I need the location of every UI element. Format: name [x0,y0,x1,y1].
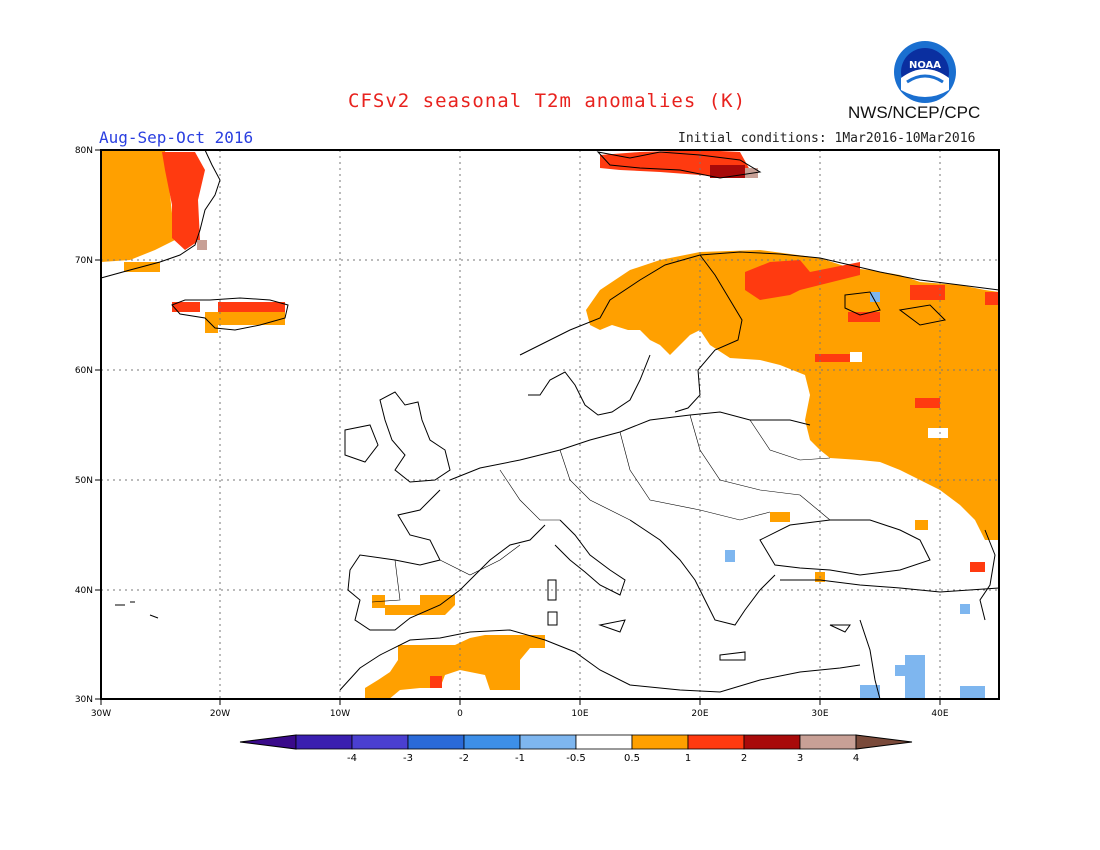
colorbar-label: -3 [403,753,413,764]
lat-label-80n: 80N [75,146,93,156]
lon-label-30e: 30E [811,709,828,719]
country-borders [371,414,831,603]
lat-label-70n: 70N [75,256,93,266]
lon-label-30w: 30W [91,709,111,719]
colorbar-swatch [351,734,409,750]
colorbar-swatch [463,734,521,750]
colorbar-swatch [631,734,689,750]
colorbar-label: -4 [347,753,357,764]
colorbar-high-arrow [855,734,913,750]
noaa-logo: NOAA [894,41,956,103]
map-gridlines [101,150,999,699]
colorbar-label: 4 [853,753,859,764]
anomaly-fills-warm [101,150,999,700]
colorbar-swatch [407,734,465,750]
colorbar-swatch [743,734,801,750]
initial-conditions: Initial conditions: 1Mar2016-10Mar2016 [678,131,976,146]
noaa-logo-text: NOAA [909,60,941,71]
lat-label-30n: 30N [75,695,93,705]
anomaly-fills-rose [197,168,758,250]
organization-label: NWS/NCEP/CPC [848,103,981,122]
map-frame [100,149,1000,700]
lon-label-40e: 40E [931,709,948,719]
lat-label-40n: 40N [75,586,93,596]
lon-label-0: 0 [457,709,463,719]
colorbar-swatch [519,734,577,750]
colorbar-swatch [687,734,745,750]
colorbar: -4 -3 -2 -1 -0.5 0.5 1 2 3 4 [239,734,913,764]
anomaly-fills-brown [710,165,745,178]
lon-label-20e: 20E [691,709,708,719]
lon-label-10e: 10E [571,709,588,719]
colorbar-label: 1 [685,753,691,764]
colorbar-label: -2 [459,753,469,764]
colorbar-label: 3 [797,753,803,764]
lon-label-10w: 10W [330,709,350,719]
colorbar-swatch [295,734,353,750]
colorbar-swatch [575,734,633,750]
colorbar-label: -0.5 [566,753,586,764]
period-label: Aug-Sep-Oct 2016 [99,128,254,147]
lat-label-50n: 50N [75,476,93,486]
anomaly-fills-cool [725,292,985,700]
colorbar-label: 2 [741,753,747,764]
lon-label-20w: 20W [210,709,230,719]
colorbar-label: -1 [515,753,525,764]
coastlines [100,149,1000,700]
colorbar-swatch [799,734,857,750]
anomaly-fills-hot [162,150,999,688]
map-title: CFSv2 seasonal T2m anomalies (K) [348,90,747,112]
colorbar-low-arrow [239,734,297,750]
lat-label-60n: 60N [75,366,93,376]
colorbar-label: 0.5 [624,753,640,764]
